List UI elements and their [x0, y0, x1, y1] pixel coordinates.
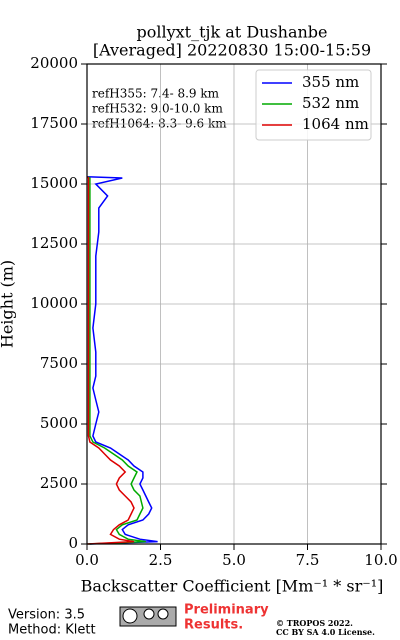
version: Version: 3.5	[8, 608, 85, 623]
y-tick-label: 15000	[30, 174, 78, 192]
copyright: CC BY SA 4.0 License.	[276, 627, 375, 637]
annotation: refH355: 7.4- 8.9 km	[92, 87, 220, 101]
profile-line	[86, 176, 158, 545]
legend-label: 532 nm	[302, 94, 359, 112]
y-tick-label: 10000	[30, 294, 78, 312]
preliminary: Preliminary	[184, 603, 269, 618]
y-tick-label: 0	[68, 534, 78, 552]
chart-title: [Averaged] 20220830 15:00-15:59	[93, 41, 371, 60]
y-tick-label: 17500	[30, 114, 78, 132]
legend-label: 1064 nm	[302, 115, 369, 133]
x-tick-label: 7.5	[296, 551, 320, 569]
x-tick-label: 5.0	[222, 551, 246, 569]
x-tick-label: 0.0	[75, 551, 99, 569]
legend-label: 355 nm	[302, 73, 359, 91]
y-tick-label: 7500	[40, 354, 78, 372]
x-tick-label: 2.5	[149, 551, 173, 569]
x-tick-label: 10.0	[364, 551, 397, 569]
y-axis-label: Height (m)	[0, 260, 17, 348]
chart-title: pollyxt_tjk at Dushanbe	[136, 23, 327, 42]
cc-badge	[119, 606, 177, 627]
profile-line	[86, 176, 135, 545]
annotation: refH1064: 8.3- 9.6 km	[92, 117, 227, 131]
y-tick-label: 20000	[30, 54, 78, 72]
legend-box	[255, 69, 372, 141]
method: Method: Klett	[8, 623, 96, 638]
plot-frame	[86, 63, 382, 545]
y-tick-label: 2500	[40, 474, 78, 492]
x-axis-label: Backscatter Coefficient [Mm⁻¹ * sr⁻¹]	[81, 577, 384, 596]
copyright: © TROPOS 2022.	[276, 618, 353, 628]
annotation: refH532: 9.0-10.0 km	[92, 102, 223, 116]
profile-line	[86, 176, 146, 545]
legend: 355 nm 532 nm 1064 nm	[255, 69, 372, 141]
y-tick-label: 5000	[40, 414, 78, 432]
preliminary: Results.	[184, 618, 243, 633]
y-tick-label: 12500	[30, 234, 78, 252]
